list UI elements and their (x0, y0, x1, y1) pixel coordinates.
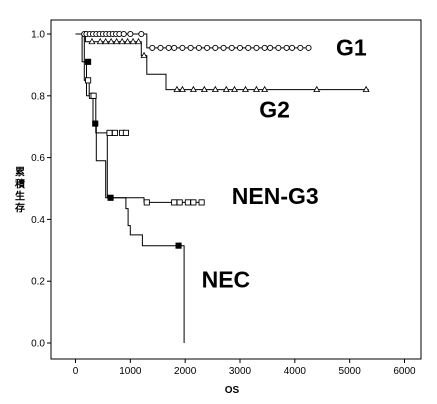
censor-mark-g1 (120, 30, 127, 38)
censor-mark-g2 (189, 85, 197, 93)
censor-mark-g2 (140, 51, 148, 59)
censor-mark-g1 (149, 44, 156, 51)
censor-mark-g2 (313, 85, 321, 93)
censor-mark-g1 (289, 44, 296, 51)
y-tick-label: 0.6 (31, 153, 45, 164)
censor-mark-g1 (245, 44, 252, 51)
censor-mark-nen-g3 (176, 199, 183, 206)
censor-mark-g2 (129, 37, 137, 45)
censor-mark-nen-g3 (85, 77, 92, 84)
y-tick-label: 0.2 (31, 277, 45, 288)
censor-mark-nen-g3 (184, 199, 191, 206)
censor-mark-g2 (231, 85, 238, 93)
x-tick-label: 2000 (174, 366, 197, 377)
curve-nen-g3 (75, 33, 205, 203)
series-label-g2: G2 (259, 96, 290, 122)
censor-mark-nen-g3 (106, 129, 113, 136)
censor-mark-g1 (204, 44, 211, 51)
censor-mark-g1 (267, 44, 274, 51)
y-tick-label: 1.0 (31, 30, 45, 41)
censor-mark-g2 (173, 85, 181, 93)
survival-curves (75, 33, 369, 343)
censor-mark-nen-g3 (111, 129, 119, 136)
curve-g2 (75, 33, 369, 91)
censor-mark-g1 (228, 44, 235, 51)
censor-mark-nec (107, 194, 114, 201)
censor-mark-g1 (297, 44, 304, 51)
censor-mark-g1 (283, 44, 290, 51)
censor-mark-g2 (96, 37, 104, 45)
censor-mark-g1 (236, 44, 244, 51)
censor-mark-g1 (179, 44, 186, 51)
censor-mark-g2 (211, 85, 219, 93)
censor-mark-g1 (275, 44, 282, 51)
censor-mark-nen-g3 (190, 199, 197, 206)
censor-mark-g1 (157, 44, 164, 51)
x-tick-label: 1000 (119, 366, 142, 377)
censor-markers (81, 30, 370, 249)
censor-mark-nen-g3 (171, 199, 178, 206)
censor-mark-g1 (127, 30, 134, 38)
x-tick-label: 0 (73, 366, 79, 377)
censor-mark-g2 (178, 85, 186, 93)
censor-mark-g1 (253, 44, 260, 51)
censor-mark-g2 (200, 85, 208, 93)
censor-mark-g2 (222, 85, 230, 93)
series-labels: G1 G2 NEN-G3 NEC (202, 35, 367, 293)
x-tick-label: 4000 (284, 366, 307, 377)
x-tick-label: 3000 (229, 366, 252, 377)
censor-mark-g2 (88, 37, 96, 45)
censor-mark-nen-g3 (143, 199, 150, 206)
y-tick-label: 0.0 (31, 339, 45, 350)
axes: 0.0 0.2 0.4 0.6 0.8 1.0 0 1000 2000 3000 4000 5000 6… (14, 19, 422, 396)
y-axis-title: 累積生存 (14, 167, 26, 215)
y-tick-label: 0.4 (31, 215, 45, 226)
x-tick-label: 6000 (393, 366, 416, 377)
censor-mark-g2 (135, 37, 143, 45)
x-tick-label: 5000 (339, 366, 362, 377)
censor-mark-g2 (102, 37, 110, 45)
censor-mark-g1 (220, 44, 227, 51)
censor-mark-nec (85, 58, 92, 65)
censor-mark-g2 (107, 37, 115, 45)
censor-mark-g2 (252, 85, 260, 93)
series-label-nen-g3: NEN-G3 (232, 183, 319, 209)
censor-mark-g1 (165, 44, 172, 51)
series-label-g1: G1 (336, 35, 367, 61)
censor-mark-nen-g3 (198, 199, 205, 206)
censor-mark-nec (175, 242, 182, 249)
y-tick-label: 0.8 (31, 91, 45, 102)
curve-nec (75, 33, 185, 343)
censor-mark-g1 (187, 44, 194, 51)
censor-mark-nen-g3 (122, 129, 129, 136)
censor-mark-g1 (212, 44, 219, 51)
censor-mark-g1 (171, 44, 178, 51)
plot-frame (50, 19, 422, 360)
censor-mark-g2 (124, 37, 132, 45)
censor-mark-nen-g3 (90, 92, 97, 99)
censor-mark-g2 (118, 37, 126, 45)
censor-mark-g1 (261, 44, 268, 51)
censor-mark-g1 (195, 44, 202, 51)
censor-mark-g2 (261, 85, 269, 93)
censor-mark-g2 (242, 85, 249, 93)
series-label-nec: NEC (202, 266, 251, 292)
censor-mark-g2 (362, 85, 370, 93)
censor-mark-nec (92, 120, 99, 127)
censor-mark-g1 (138, 30, 145, 38)
censor-mark-g2 (113, 37, 121, 45)
censor-mark-g1 (305, 44, 312, 51)
x-axis-title: OS (225, 385, 240, 396)
